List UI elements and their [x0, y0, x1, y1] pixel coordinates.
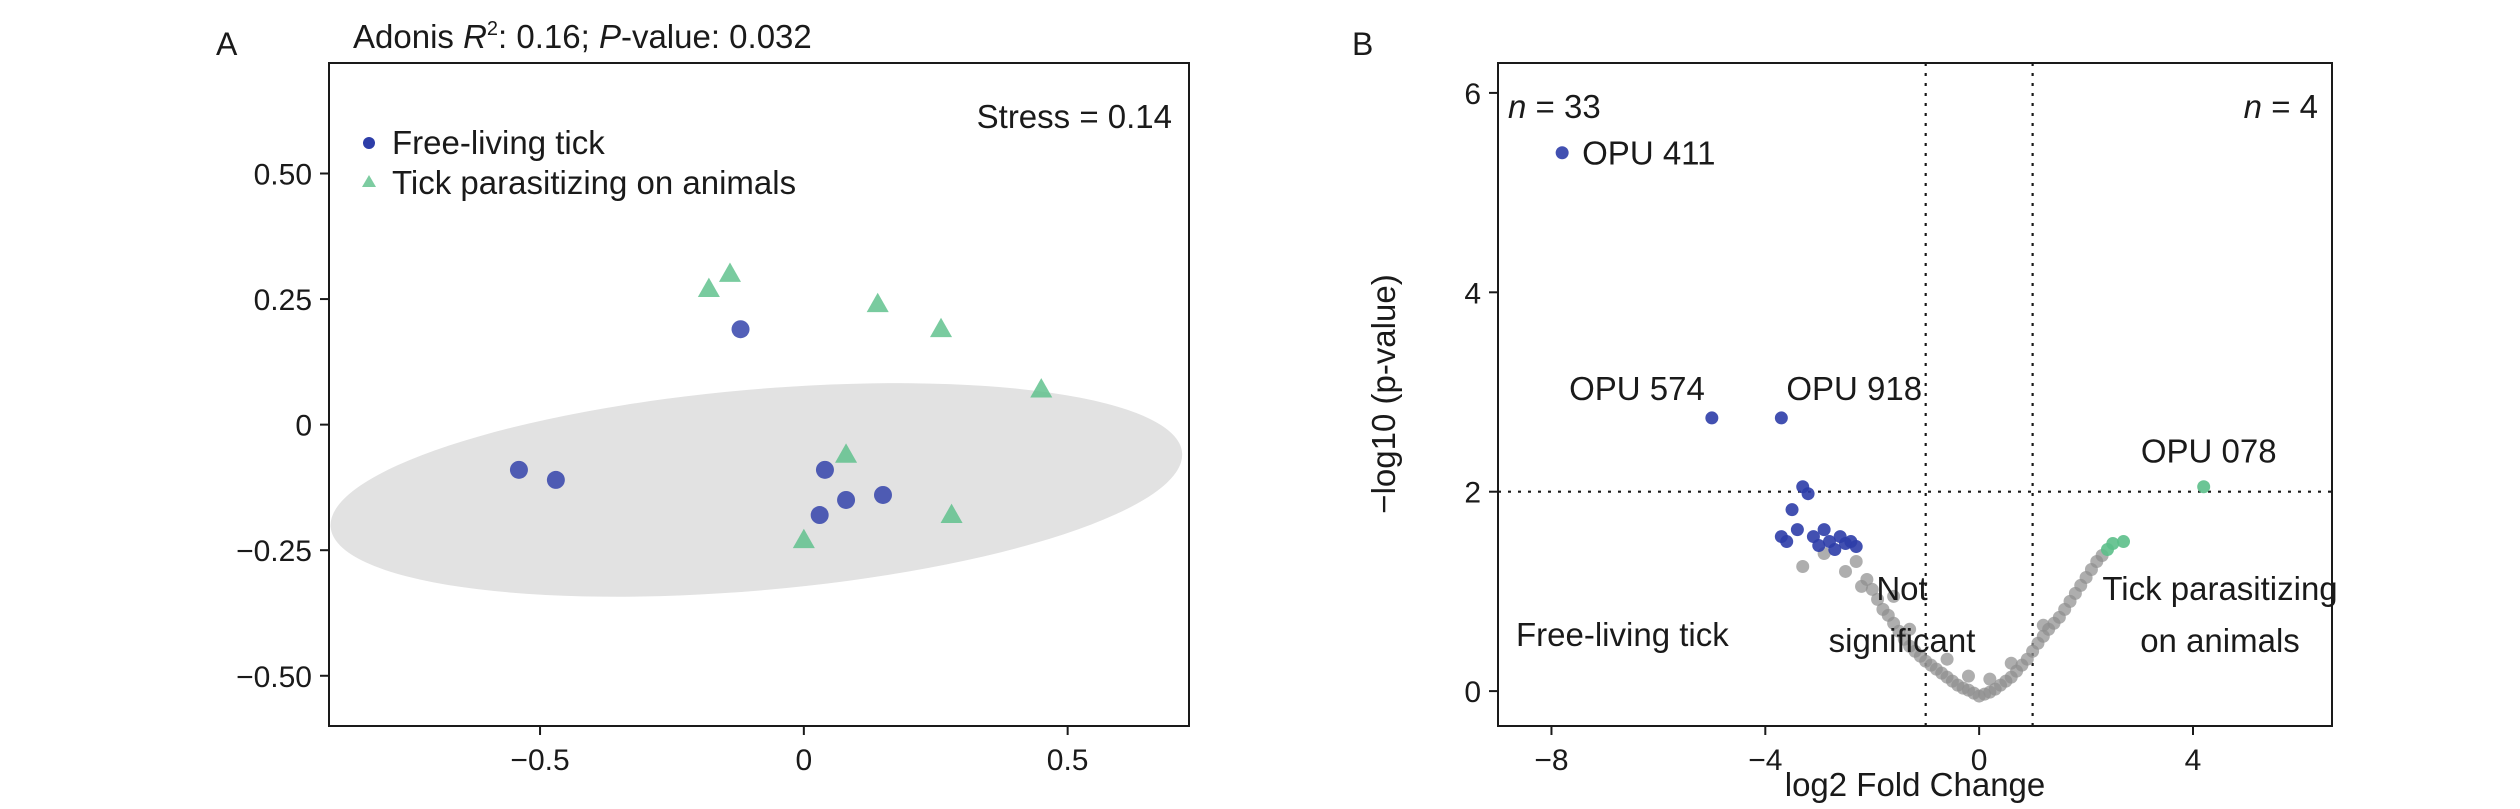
not-significant-point [1940, 652, 1954, 666]
panel-a-label: A [216, 26, 238, 62]
point-annotation: OPU 918 [1786, 370, 1922, 407]
parasitizing-point [866, 292, 889, 313]
panel-b-volcano-plot: B −8 −4 0 4 0 2 4 6 n = 33 n = 4 Free-living ti… [1352, 26, 2338, 803]
free-living-point [509, 460, 528, 479]
panel-a-title: Adonis R2: 0.16; P-value: 0.032 [353, 18, 812, 55]
free-living-point [1849, 540, 1863, 554]
not-significant-point [1839, 564, 1852, 578]
not-significant-point [1849, 554, 1863, 568]
legend-circle-marker [363, 137, 375, 149]
y-tick-label: 2 [1464, 477, 1481, 510]
parasitizing-point [930, 317, 953, 338]
legend-label-parasitizing: Tick parasitizing on animals [392, 164, 796, 201]
legend-triangle-marker [362, 175, 376, 187]
free-living-point [1555, 146, 1569, 160]
y-tick-label: 0 [1464, 676, 1481, 709]
region-label-free-living: Free-living tick [1516, 616, 1729, 653]
free-living-point [1801, 487, 1815, 501]
y-tick-label: 4 [1464, 277, 1481, 310]
parasitizing-point [835, 443, 858, 463]
x-tick-label: 0.5 [1047, 744, 1089, 777]
free-living-point [837, 490, 856, 509]
x-tick-label: −8 [1534, 744, 1568, 777]
free-living-point [1812, 539, 1826, 553]
y-tick-label: −0.25 [236, 535, 312, 568]
point-annotation: OPU 078 [2141, 433, 2277, 470]
y-tick-label: −0.50 [236, 661, 312, 694]
free-living-point [815, 460, 834, 479]
legend-label-free-living: Free-living tick [392, 124, 605, 161]
parasitizing-point [2197, 480, 2211, 494]
region-label-parasitizing-line2: on animals [2140, 622, 2300, 659]
x-axis-label: log2 Fold Change [1785, 766, 2046, 803]
region-label-parasitizing-line1: Tick parasitizing [2102, 570, 2337, 607]
not-significant-point [1887, 589, 1901, 603]
free-living-point [1785, 503, 1799, 517]
panel-b-frame [1497, 62, 2333, 727]
region-label-not-significant-line2: significant [1829, 622, 1976, 659]
x-tick-label: 0 [796, 744, 813, 777]
x-tick-label: 4 [2185, 744, 2202, 777]
not-significant-point [1903, 622, 1917, 636]
free-living-point [731, 320, 750, 339]
stress-label: Stress = 0.14 [977, 98, 1172, 135]
parasitizing-point [2100, 543, 2114, 557]
region-label-not-significant-line1: Not [1876, 570, 1927, 607]
count-right: n = 4 [2244, 88, 2318, 125]
x-tick-label: −0.5 [510, 744, 569, 777]
confidence-ellipse [330, 383, 1183, 597]
y-axis-label: −log10 (p-value) [1365, 274, 1402, 513]
free-living-point [873, 485, 892, 504]
not-significant-point [1871, 592, 1885, 606]
parasitizing-point [1030, 378, 1053, 398]
free-living-point [1705, 411, 1719, 425]
free-living-point [1828, 543, 1842, 557]
parasitizing-point [792, 528, 815, 549]
panel-b-label: B [1352, 26, 1373, 62]
y-tick-label: 6 [1464, 78, 1481, 111]
count-left: n = 33 [1508, 88, 1601, 125]
not-significant-point [1961, 669, 1975, 683]
x-tick-label: 0 [1971, 744, 1988, 777]
parasitizing-point [2117, 535, 2130, 549]
free-living-point [1780, 535, 1794, 549]
free-living-point [1817, 523, 1831, 537]
free-living-point [810, 506, 829, 525]
point-annotation: OPU 574 [1569, 370, 1705, 407]
x-tick-label: −4 [1748, 744, 1782, 777]
panel-a-legend: Free-living tick Tick parasitizing on an… [362, 124, 796, 201]
parasitizing-point [697, 277, 720, 298]
point-annotation: OPU 411 [1582, 135, 1715, 172]
y-tick-label: 0 [295, 410, 312, 443]
not-significant-point [2004, 656, 2018, 670]
free-living-point [1790, 523, 1804, 537]
not-significant-point [2036, 618, 2050, 632]
panel-a-nmds-plot: A Adonis R2: 0.16; P-value: 0.032 −0.5 0 0… [216, 18, 1190, 777]
parasitizing-point [940, 503, 963, 524]
free-living-point [1774, 411, 1788, 425]
parasitizing-point [718, 262, 742, 282]
free-living-point [546, 470, 565, 489]
y-tick-label: 0.50 [254, 159, 312, 192]
not-significant-point [1983, 672, 1997, 686]
not-significant-point [1855, 579, 1869, 593]
panel-a-frame [328, 62, 1190, 727]
not-significant-point [1796, 559, 1810, 573]
not-significant-point [1865, 582, 1879, 596]
y-tick-label: 0.25 [254, 284, 312, 317]
